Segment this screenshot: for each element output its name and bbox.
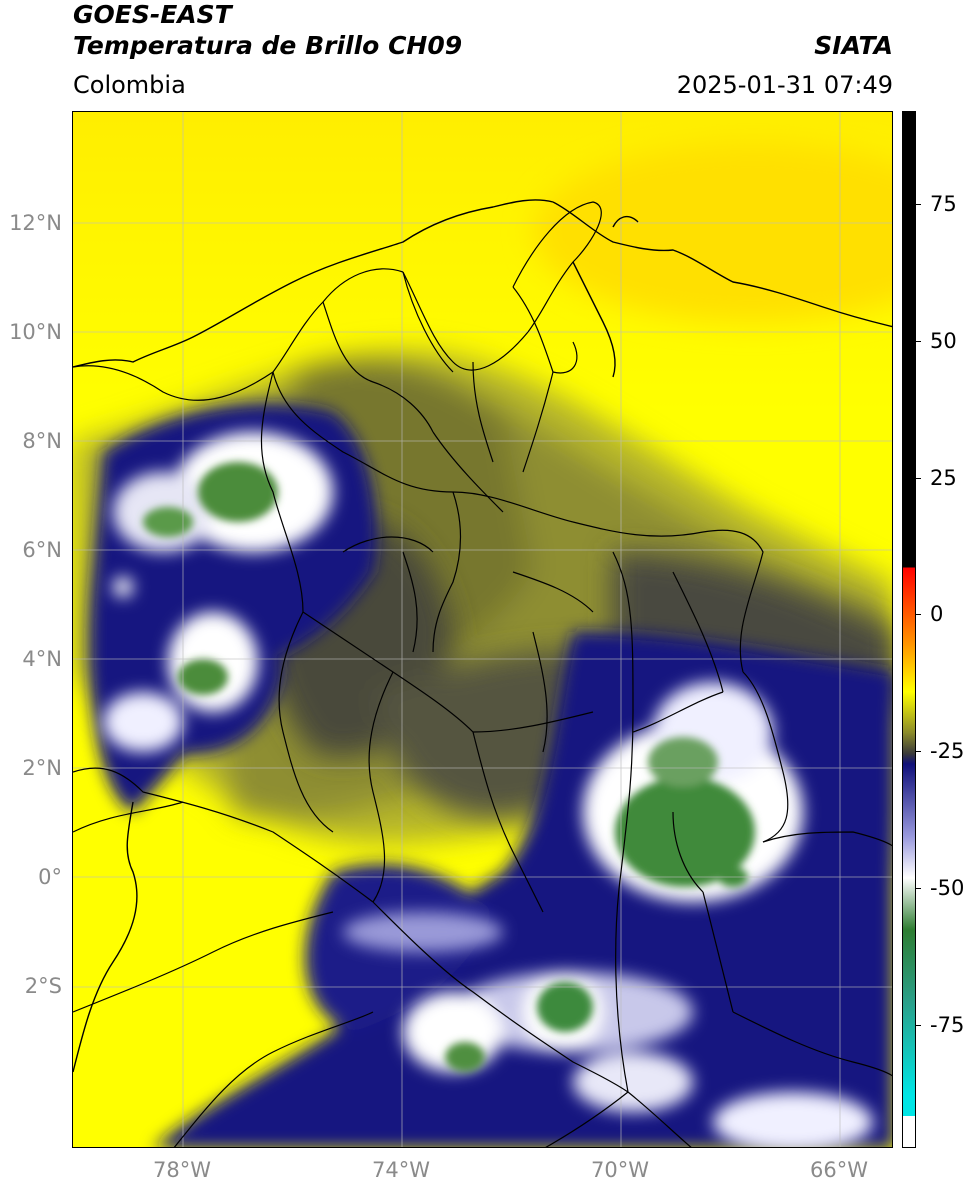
colorbar-tick-label: -25 xyxy=(930,739,965,763)
graticule xyxy=(73,112,892,1147)
lat-tick-label: 4°N xyxy=(22,647,62,671)
lon-tick-label: 78°W xyxy=(153,1158,211,1182)
lat-tick-label: 2°N xyxy=(22,756,62,780)
lat-tick-label: 2°S xyxy=(24,974,62,998)
colorbar-tick-label: 50 xyxy=(930,329,957,353)
lon-tick-label: 70°W xyxy=(591,1158,649,1182)
warm-zone xyxy=(533,142,892,322)
region-label: Colombia xyxy=(73,71,186,99)
datetime-label: 2025-01-31 07:49 xyxy=(676,71,893,99)
lat-tick-label: 0° xyxy=(38,865,62,889)
boundaries xyxy=(73,201,892,1147)
colorbar-tick-label: 25 xyxy=(930,466,957,490)
colorbar-tick-mark xyxy=(916,1025,921,1026)
colorbar-tick-label: -50 xyxy=(930,876,965,900)
lat-tick-label: 10°N xyxy=(9,320,62,344)
lat-tick-label: 8°N xyxy=(22,429,62,453)
satellite-map xyxy=(72,111,893,1148)
product-title: Temperatura de Brillo CH09 xyxy=(73,31,463,60)
colorbar-tick-mark xyxy=(916,888,921,889)
agency-label: SIATA xyxy=(814,31,893,60)
colorbar-tick-mark xyxy=(916,614,921,615)
colorbar xyxy=(902,111,916,1148)
map-canvas xyxy=(73,112,892,1147)
coastline xyxy=(73,199,892,1073)
colorbar-tick-mark xyxy=(916,478,921,479)
colorbar-tick-label: 0 xyxy=(930,602,944,626)
colorbar-tick-mark xyxy=(916,341,921,342)
lon-tick-label: 74°W xyxy=(372,1158,430,1182)
colorbar-tick-label: -75 xyxy=(930,1013,965,1037)
lat-tick-label: 6°N xyxy=(22,538,62,562)
lat-tick-label: 12°N xyxy=(9,211,62,235)
satellite-title: GOES-EAST xyxy=(73,0,232,29)
colorbar-tick-label: 75 xyxy=(930,192,957,216)
green-cores xyxy=(143,462,755,1072)
lon-tick-label: 66°W xyxy=(810,1158,868,1182)
colorbar-tick-mark xyxy=(916,751,921,752)
colorbar-tick-mark xyxy=(916,204,921,205)
